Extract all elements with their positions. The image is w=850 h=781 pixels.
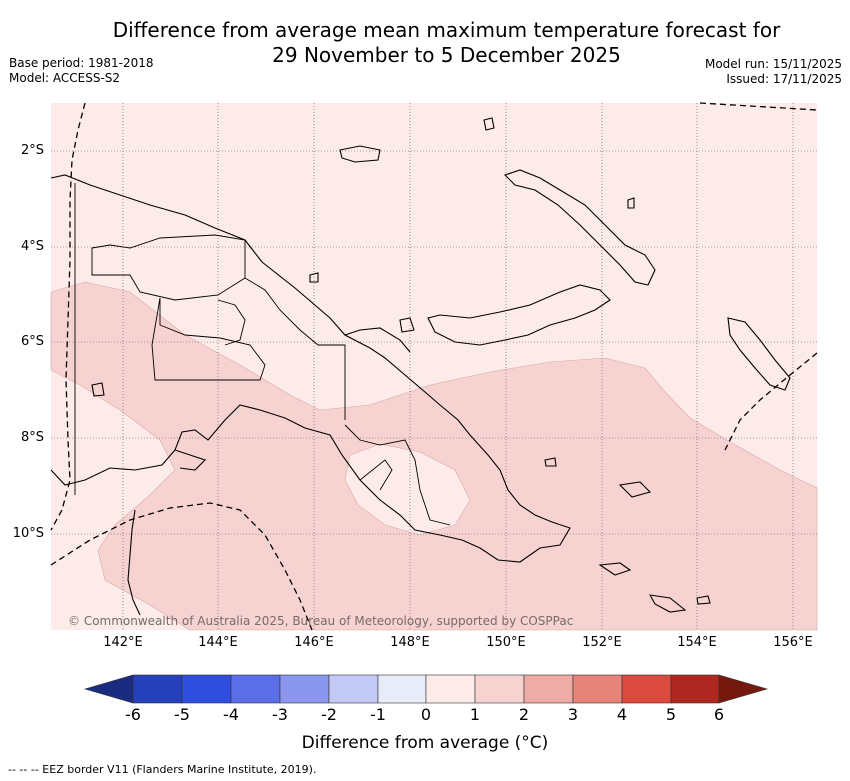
small-island [399,317,415,333]
issued-date: Issued: 17/11/2025 [726,72,842,86]
coastlines [50,117,791,616]
manus-island [339,145,381,163]
chart-title: Difference from average mean maximum tem… [50,18,843,68]
new-britain [427,284,611,346]
small-island [598,562,632,576]
title-line-1: Difference from average mean maximum tem… [112,18,781,42]
lon-label-154e: 154°E [677,635,717,650]
colorbar-bin [425,674,476,704]
colorbar [83,674,769,704]
lon-label-150e: 150°E [486,635,526,650]
colorbar-tick: 5 [665,705,677,724]
colorbar-bin [474,674,525,704]
colorbar-tick: -6 [125,705,141,724]
province-border [244,277,346,420]
colorbar-high-extension [718,674,769,704]
small-island [618,481,652,498]
province-border [359,459,393,491]
lon-label-152e: 152°E [582,635,622,650]
meta-right: Model run: 15/11/2025 Issued: 17/11/2025 [705,57,842,87]
graticule [51,103,817,630]
lon-label-146e: 146°E [294,635,334,650]
colorbar-bin [328,674,379,704]
lat-label-2s: 2°S [20,143,44,158]
small-island [483,117,495,131]
province-border [217,299,246,346]
eez-borders [50,102,818,631]
borders [74,183,451,526]
cape-york-coastline [127,509,141,616]
colorbar-bin [572,674,623,704]
small-island [696,595,711,605]
huon-peninsula [344,327,411,353]
lon-label-148e: 148°E [390,635,430,650]
lon-label-142e: 142°E [103,635,143,650]
fly-river-delta [174,449,207,471]
colorbar-tick: -5 [174,705,190,724]
small-island [648,594,687,613]
lat-label-6s: 6°S [20,334,44,349]
colorbar-tick: -4 [223,705,239,724]
small-island [627,197,635,209]
model-run: Model run: 15/11/2025 [704,57,842,71]
meta-left: Base period: 1981-2018 Model: ACCESS-S2 [9,56,154,86]
province-border [151,297,266,381]
colorbar-bin [621,674,672,704]
colorbar-title: Difference from average (°C) [301,733,549,753]
colorbar-tick: -3 [272,705,288,724]
base-period: Base period: 1981-2018 [9,56,154,70]
small-island [544,457,557,467]
colorbar-tick: 6 [713,705,725,724]
lat-label-4s: 4°S [20,239,44,254]
province-border [344,424,451,526]
colorbar-bin [132,674,183,704]
colorbar-tick: -2 [321,705,337,724]
lon-label-156e: 156°E [773,635,813,650]
colorbar-tick: 1 [469,705,481,724]
copyright-notice: © Commonwealth of Australia 2025, Bureau… [68,614,574,628]
small-island [309,272,319,283]
title-line-2: 29 November to 5 December 2025 [272,43,621,67]
model-name: Model: ACCESS-S2 [9,71,121,85]
new-ireland [503,169,656,286]
lon-label-144e: 144°E [198,635,238,650]
eez-border [724,352,818,451]
colorbar-low-extension [83,674,134,704]
colorbar-tick: 0 [420,705,432,724]
colorbar-bin [377,674,427,704]
colorbar-bin [670,674,720,704]
colorbar-bin [523,674,574,704]
colorbar-tick: -1 [370,705,386,724]
warm-anomaly-region [50,281,818,631]
colorbar-tick: 4 [616,705,628,724]
colorbar-bin [181,674,232,704]
colorbar-tick: 2 [518,705,530,724]
eez-legend-note: -- -- -- EEZ border V11 (Flanders Marine… [8,763,317,776]
new-guinea-coastline [50,174,571,563]
colorbar-tick: 3 [567,705,579,724]
colorbar-bin [230,674,281,704]
lat-label-10s: 10°S [12,526,44,541]
lat-label-8s: 8°S [20,430,44,445]
small-island [91,382,105,397]
bougainville [727,317,791,391]
colorbar-bin [279,674,330,704]
